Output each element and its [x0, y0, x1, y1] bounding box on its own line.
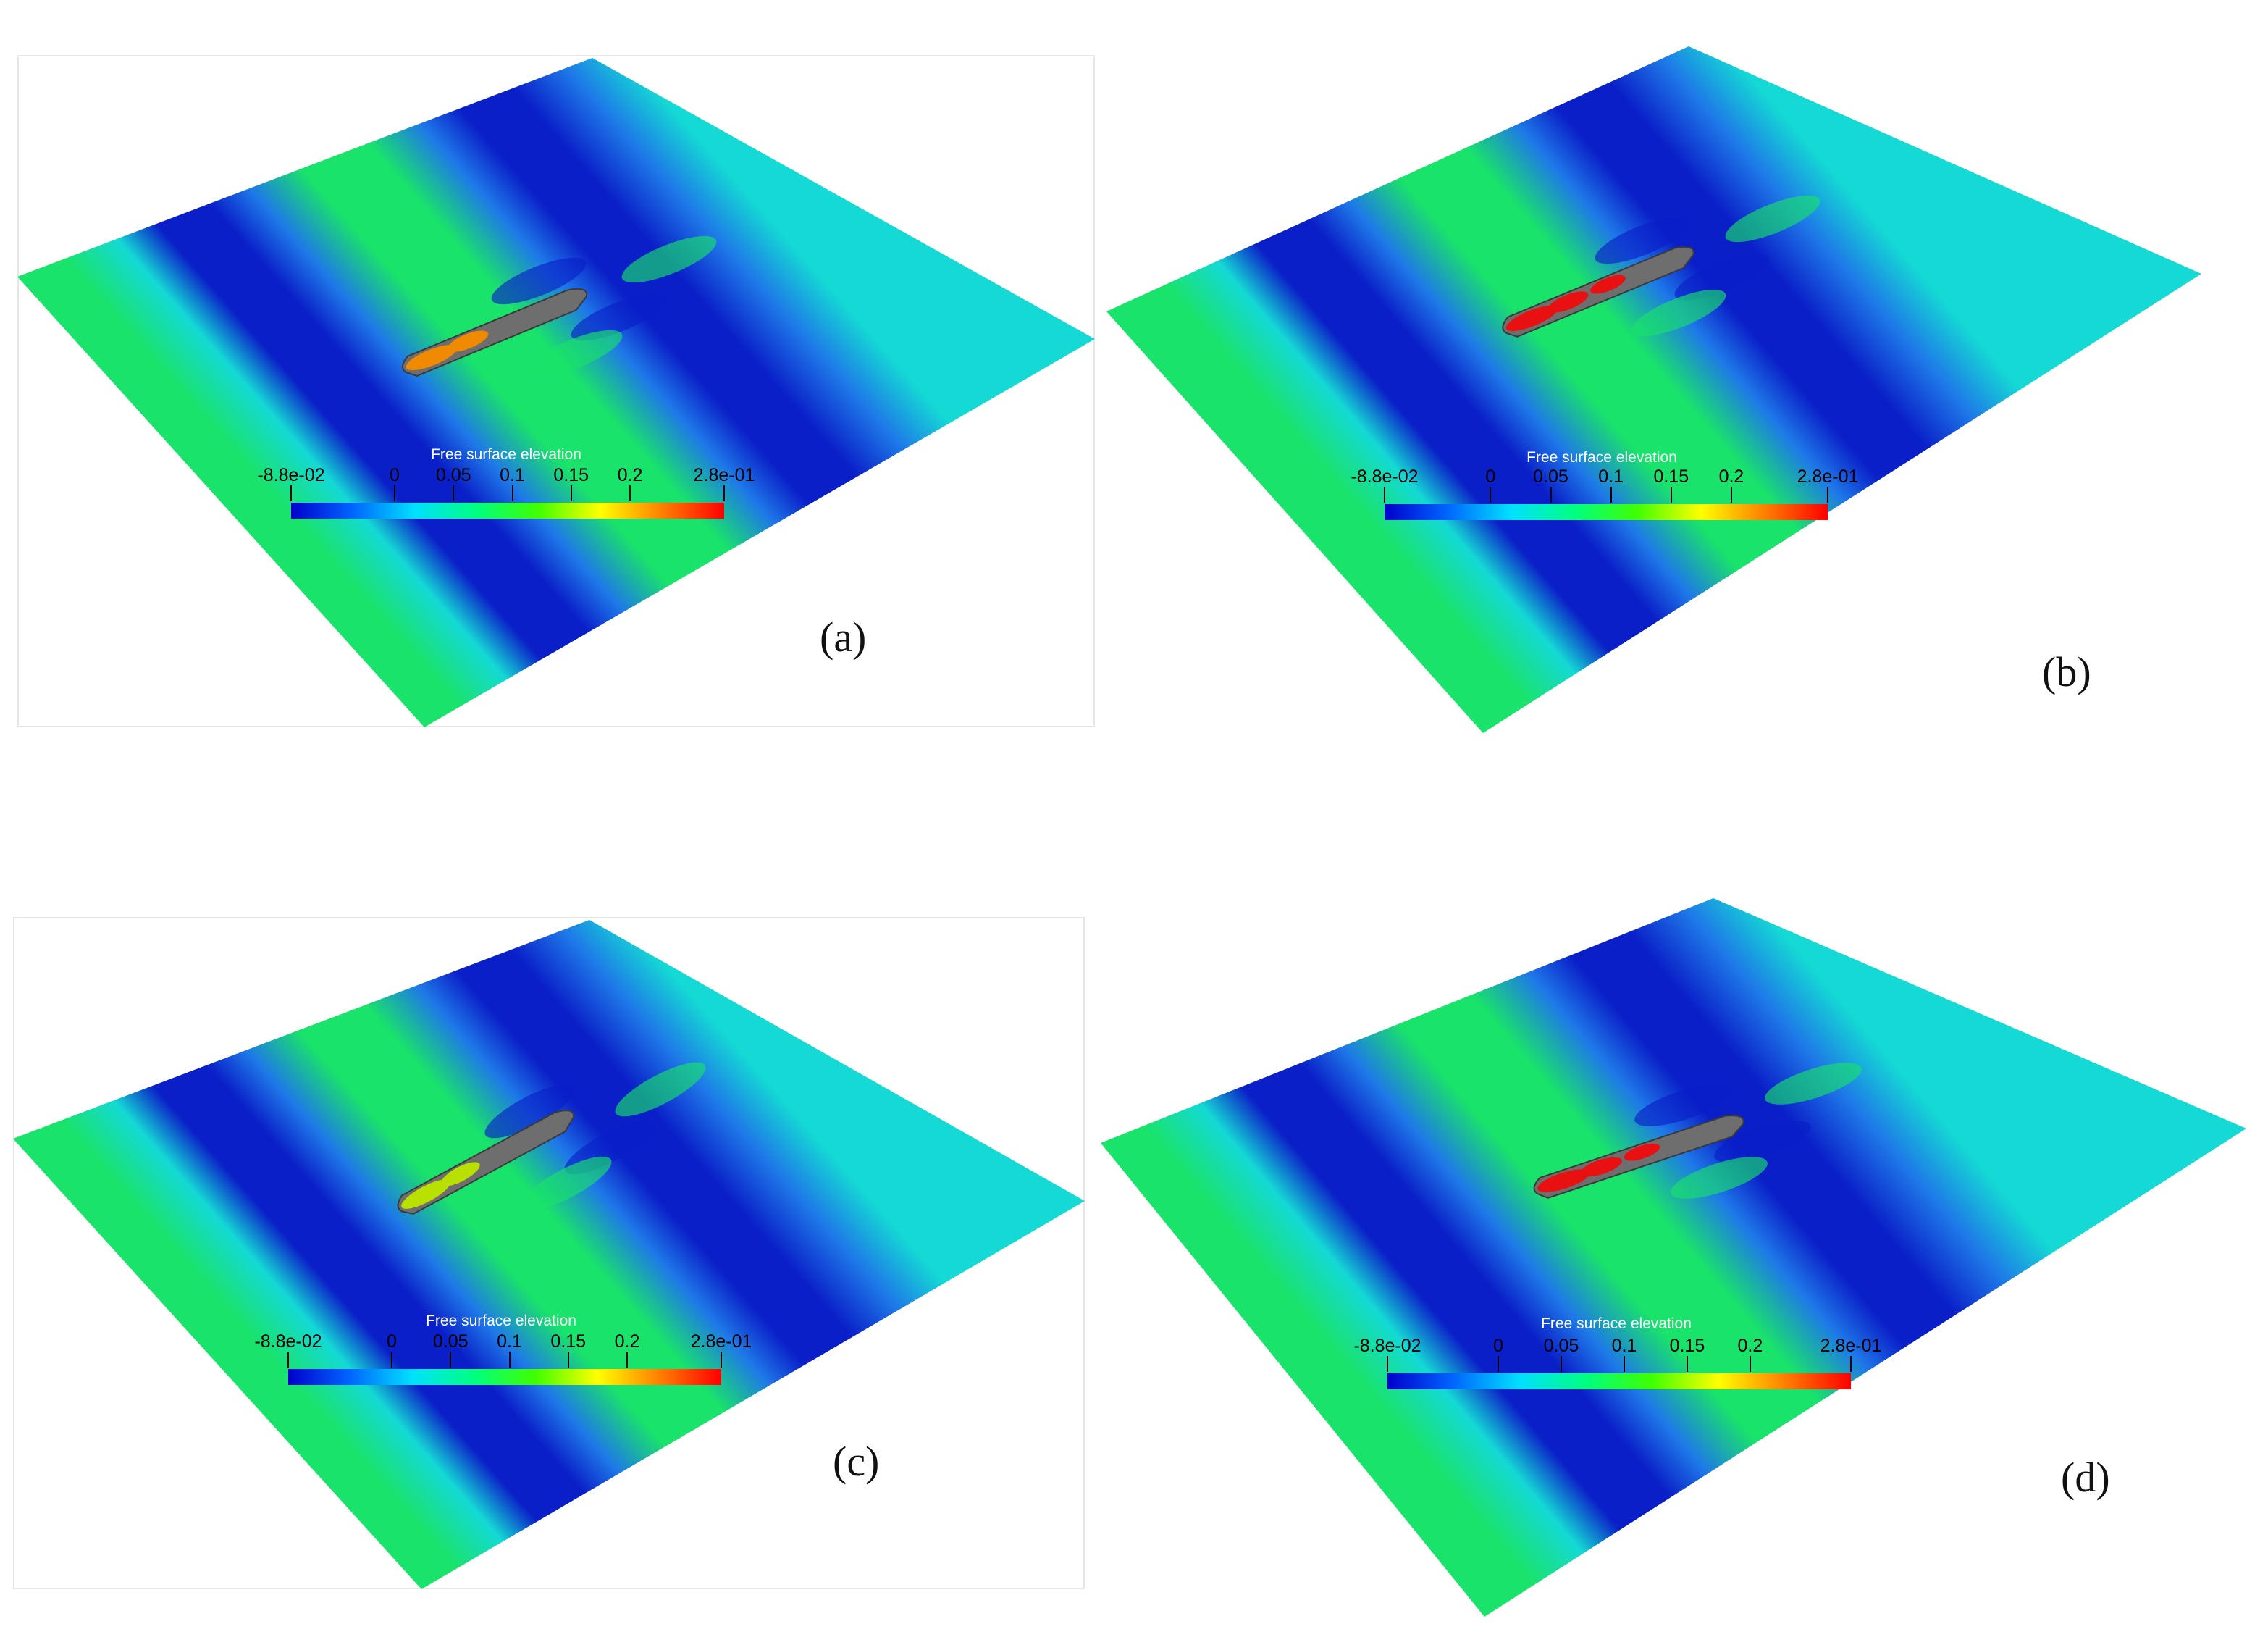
colorbar-tick-label: 0.2: [614, 1331, 640, 1352]
colorbar-tick-mark: [394, 485, 395, 501]
panel-label: (b): [2042, 648, 2091, 695]
colorbar-tick-mark: [391, 1352, 392, 1368]
colorbar-tick-mark: [1749, 1356, 1751, 1372]
colorbar-tick-mark: [1850, 1356, 1852, 1372]
colorbar-tick-mark: [1623, 1356, 1625, 1372]
colorbar-tick-mark: [1610, 487, 1612, 503]
green-water-on-deck: [401, 1162, 480, 1209]
colorbar-tick-label: 2.8e-01: [1797, 466, 1859, 487]
colorbar-tick-mark: [723, 485, 725, 501]
colorbar-tick-mark: [453, 485, 455, 501]
green-water-on-deck: [1505, 275, 1626, 331]
water-surface: [17, 58, 1095, 727]
colorbar-tick-mark: [1670, 487, 1672, 503]
colorbar-tick-label: 0.1: [1598, 466, 1624, 487]
colorbar-tick-label: 2.8e-01: [690, 1331, 752, 1352]
water-surface: [13, 920, 1085, 1589]
colorbar-tick-label: 0: [387, 1331, 397, 1352]
colorbar-title: Free surface elevation: [431, 446, 581, 463]
colorbar-tick-mark: [570, 485, 572, 501]
colorbar: [291, 503, 724, 519]
colorbar-tick-label: 0: [1493, 1336, 1503, 1356]
green-water-on-deck: [406, 330, 489, 371]
colorbar-tick-mark: [1387, 1356, 1388, 1372]
colorbar-tick-mark: [287, 1352, 289, 1368]
colorbar-title: Free surface elevation: [426, 1312, 576, 1329]
ship-wake: [491, 235, 717, 377]
colorbar-tick-mark: [1827, 487, 1828, 503]
colorbar-tick-mark: [511, 485, 513, 501]
panel-c: Free surface elevation -8.8e-02 0 0.05 0.1 0…: [13, 917, 1085, 1589]
colorbar-tick-label: 0.2: [617, 465, 643, 485]
colorbar: [288, 1369, 721, 1385]
ship-wake: [484, 1062, 706, 1211]
colorbar-tick-mark: [508, 1352, 511, 1368]
colorbar-tick-label: 0.05: [1533, 466, 1568, 487]
ship-hull: [397, 1110, 575, 1215]
colorbar: [1387, 1373, 1851, 1389]
free-surface-plot: [13, 920, 1085, 1589]
panel-label: (c): [833, 1438, 880, 1485]
panel-label: (d): [2061, 1454, 2110, 1501]
ship-hull: [401, 288, 588, 377]
free-surface-plot: [1101, 898, 2246, 1617]
colorbar-tick-label: 0: [1485, 466, 1496, 487]
colorbar-tick-label: 0.15: [1653, 466, 1689, 487]
colorbar-tick-label: -8.8e-02: [257, 465, 325, 485]
colorbar-tick-label: 0.05: [432, 1331, 469, 1352]
colorbar-tick-label: 0.05: [435, 465, 471, 485]
colorbar-tick-label: 0.05: [1543, 1336, 1579, 1356]
panel-b: Free surface elevation -8.8e-02 0 0.05 0.1 0…: [1106, 46, 2201, 733]
colorbar-title: Free surface elevation: [1526, 449, 1677, 466]
ship-wake: [1595, 195, 1820, 337]
colorbar-tick-mark: [1490, 487, 1492, 503]
colorbar: [1385, 504, 1828, 520]
colorbar-tick-label: 0.1: [500, 465, 525, 485]
colorbar-tick-mark: [626, 1352, 628, 1368]
colorbar-tick-label: 0.15: [553, 465, 589, 485]
ship-hull: [1533, 1115, 1744, 1199]
water-surface: [1106, 46, 2201, 733]
ship-wake: [1634, 1063, 1862, 1199]
colorbar-tick-mark: [1686, 1356, 1688, 1372]
panel-a: Free surface elevation -8.8e-02 0 0.05 0.1 0…: [17, 55, 1095, 727]
colorbar-tick-label: 2.8e-01: [1820, 1336, 1882, 1356]
colorbar-tick-mark: [1550, 487, 1552, 503]
colorbar-tick-label: 0.15: [1669, 1336, 1705, 1356]
colorbar-tick-label: 0: [390, 465, 400, 485]
ship-hull: [1502, 246, 1694, 338]
colorbar-tick-label: 0.15: [550, 1331, 587, 1352]
colorbar-tick-label: -8.8e-02: [1351, 466, 1419, 487]
colorbar-tick-mark: [290, 485, 292, 501]
colorbar-title: Free surface elevation: [1541, 1315, 1692, 1332]
water-surface: [1101, 898, 2246, 1617]
colorbar-tick-label: -8.8e-02: [254, 1331, 322, 1352]
colorbar-tick-mark: [450, 1352, 452, 1368]
colorbar-tick-label: -8.8e-02: [1353, 1336, 1421, 1356]
colorbar-tick-mark: [721, 1352, 722, 1368]
free-surface-plot: [1106, 46, 2201, 733]
colorbar-tick-mark: [1730, 487, 1732, 503]
colorbar-tick-label: 0.1: [1611, 1336, 1637, 1356]
green-water-on-deck: [1537, 1143, 1660, 1192]
colorbar-tick-mark: [1561, 1356, 1562, 1372]
colorbar-tick-label: 2.8e-01: [693, 465, 755, 485]
panel-label: (a): [820, 614, 867, 661]
free-surface-plot: [17, 58, 1095, 727]
colorbar-tick-label: 0.2: [1737, 1336, 1763, 1356]
colorbar-tick-mark: [567, 1352, 569, 1368]
colorbar-tick-label: 0.2: [1718, 466, 1744, 487]
colorbar-tick-label: 0.1: [497, 1331, 522, 1352]
panel-d: Free surface elevation -8.8e-02 0 0.05 0.1 0…: [1101, 895, 2246, 1617]
colorbar-tick-mark: [1498, 1356, 1500, 1372]
colorbar-tick-mark: [1384, 487, 1385, 503]
colorbar-tick-mark: [629, 485, 631, 501]
